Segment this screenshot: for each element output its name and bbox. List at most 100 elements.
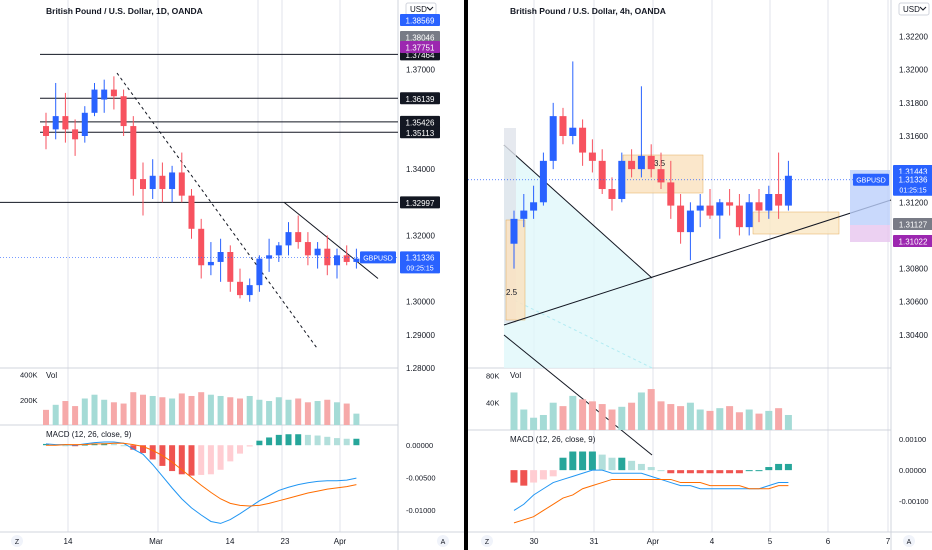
volume-bar — [598, 404, 606, 430]
currency-label: USD — [410, 5, 427, 14]
candle-body — [588, 152, 596, 161]
volume-bar — [353, 413, 360, 425]
volume-bar — [343, 403, 350, 425]
symbol-tag: GBPUSD — [856, 178, 886, 185]
macd-histogram-bar — [706, 470, 714, 474]
macd-histogram-bar — [353, 438, 360, 446]
candle-body — [314, 248, 321, 256]
macd-histogram-bar — [530, 470, 538, 483]
time-tick-label: 4 — [710, 537, 715, 546]
candle-body — [227, 252, 234, 282]
volume-bar — [169, 398, 176, 425]
candle-body — [52, 116, 59, 130]
measurement-box-recent[interactable] — [752, 211, 840, 235]
volume-bar — [520, 409, 528, 430]
candle-body — [559, 116, 567, 136]
timezone-button-label: Z — [485, 539, 490, 546]
macd-tick-label: -0.00500 — [406, 474, 436, 483]
volume-bar — [696, 409, 704, 430]
macd-histogram-bar — [266, 437, 273, 446]
macd-histogram-bar — [598, 454, 606, 471]
macd-histogram-bar — [520, 470, 528, 486]
macd-histogram-bar — [198, 445, 205, 475]
volume-bar — [256, 399, 263, 425]
pane-divider[interactable] — [464, 0, 468, 550]
level-price-label: 1.32997 — [406, 199, 435, 208]
chart-title: British Pound / U.S. Dollar, 1D, OANDA — [46, 6, 203, 16]
volume-bar — [765, 410, 773, 430]
price-tick-label: 1.32000 — [899, 66, 928, 75]
top-price-label: 1.37751 — [406, 44, 435, 53]
projection-box-purple — [850, 225, 890, 242]
auto-scale-button[interactable] — [437, 535, 449, 547]
timezone-button[interactable] — [11, 535, 23, 547]
candle-body — [598, 160, 606, 190]
dashed-trend-line[interactable] — [116, 72, 318, 349]
macd-histogram-bar — [188, 445, 195, 476]
candle-body — [149, 175, 156, 190]
volume-bar — [569, 395, 577, 430]
volume-bar — [149, 395, 156, 425]
descending-trend-line[interactable] — [283, 201, 379, 279]
volume-bar — [628, 402, 636, 430]
volume-bar — [81, 398, 88, 425]
last-price-tag: 1.31336 — [899, 176, 928, 185]
chevron-down-icon[interactable] — [919, 6, 927, 11]
annotation-35: 3.5 — [654, 159, 666, 168]
time-tick-label: 30 — [530, 537, 539, 546]
auto-scale-button[interactable] — [903, 535, 915, 547]
macd-histogram-bar — [775, 463, 783, 471]
volume-label: Vol — [510, 371, 521, 380]
macd-histogram-bar — [588, 451, 596, 471]
candle-body — [140, 179, 146, 190]
macd-histogram-bar — [237, 445, 243, 454]
price-tick-label: 1.31800 — [899, 99, 928, 108]
currency-button[interactable] — [898, 2, 930, 16]
candle-body — [667, 182, 675, 206]
macd-tick-label: 0.00000 — [406, 441, 433, 450]
candle-body — [198, 228, 205, 266]
candle-body — [101, 89, 108, 100]
candle-body — [159, 175, 166, 190]
candle-body — [110, 89, 117, 97]
volume-bar — [72, 406, 79, 425]
candle-body — [530, 202, 538, 211]
macd-histogram-bar — [696, 470, 704, 474]
ascending-trend-line[interactable] — [503, 199, 892, 326]
candle-body — [304, 242, 311, 256]
volume-bar — [130, 392, 137, 425]
volume-bar — [324, 399, 331, 425]
symbol-tag: GBPUSD — [363, 255, 393, 262]
candle-body — [246, 285, 253, 296]
macd-histogram-bar — [217, 445, 224, 470]
candle-body — [677, 205, 685, 233]
macd-histogram-bar — [686, 470, 694, 474]
top-price-label-bg — [893, 218, 932, 230]
volume-bar — [559, 406, 567, 430]
price-tick-label: 1.30800 — [899, 265, 928, 274]
candle-body — [266, 255, 273, 259]
macd-histogram-bar — [618, 457, 626, 471]
last-price-tag: 1.31336 — [406, 253, 435, 262]
macd-histogram-bar — [178, 445, 185, 475]
macd-tick-label: 0.00000 — [899, 466, 926, 475]
macd-histogram-bar — [647, 467, 655, 471]
chevron-down-icon[interactable] — [426, 6, 434, 11]
timezone-button[interactable] — [481, 535, 493, 547]
price-tick-label: 1.30400 — [899, 331, 928, 340]
last-price-tag-bg — [893, 173, 932, 196]
triangle-upper-line[interactable] — [503, 144, 653, 279]
time-tick-label: 31 — [590, 537, 599, 546]
volume-bar — [178, 393, 185, 425]
time-tick-label: 14 — [226, 537, 235, 546]
volume-tick-label: 40K — [486, 399, 499, 408]
left-chart-pane[interactable]: 1.37464 1.36139 1.35426 1.35113 1.32997 1.370… — [0, 0, 464, 550]
candle-body — [237, 281, 243, 296]
level-price-label: 1.36139 — [406, 95, 435, 104]
symbol-tag-bg — [360, 251, 396, 264]
candle-body — [81, 112, 88, 136]
right-chart-pane[interactable]: 3.5 2.5 1.32200 1.32000 1.31800 1.31600 1.3120… — [468, 0, 932, 550]
level-price-label-bg — [400, 92, 440, 105]
candle-body — [334, 255, 340, 266]
macd-histogram-bar — [510, 470, 518, 483]
